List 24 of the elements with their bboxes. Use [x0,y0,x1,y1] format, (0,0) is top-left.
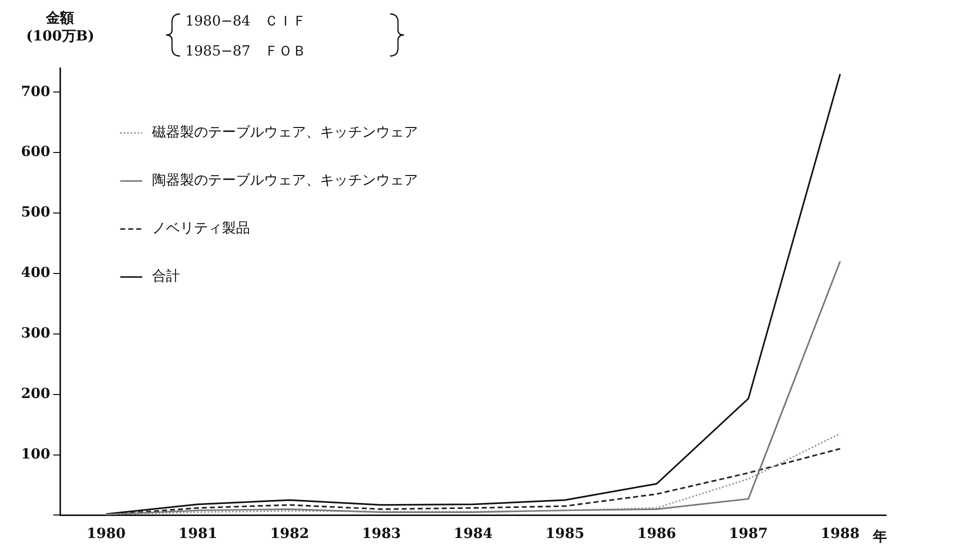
legend-label: ノベリティ製品 [152,220,250,237]
y-tick-label: 100 [20,446,50,462]
x-tick-label: 1985 [545,526,584,542]
x-tick-label: 1987 [728,526,768,542]
y-axis-title: 金額 (100万B) [26,10,94,45]
x-tick-label: 1984 [454,526,493,542]
x-tick-label: 1986 [637,526,676,542]
legend-label: 合計 [152,268,180,285]
y-tick-label: 600 [20,144,50,160]
legend-label: 磁器製のテーブルウェア、キッチンウェア [151,124,418,141]
x-tick-label: 1980 [86,526,126,542]
x-tick-label: 1982 [270,526,310,542]
y-tick-label: 200 [20,386,50,402]
x-axis-title: 年 [872,528,887,545]
x-tick-label: 1981 [178,526,218,542]
text: 1980−84 ＣＩＦ [185,14,306,30]
y-tick-label: 500 [20,204,50,221]
x-tick-label: 1988 [820,526,860,542]
x-tick-label: 1983 [362,526,401,542]
y-tick-label: 400 [20,265,50,282]
y-tick-label: 700 [20,84,50,100]
text: 1985−87 ＦＯＢ [185,44,306,60]
y-tick-label: 300 [20,326,50,342]
legend-label: 陶器製のテーブルウェア、キッチンウェア [152,172,418,189]
